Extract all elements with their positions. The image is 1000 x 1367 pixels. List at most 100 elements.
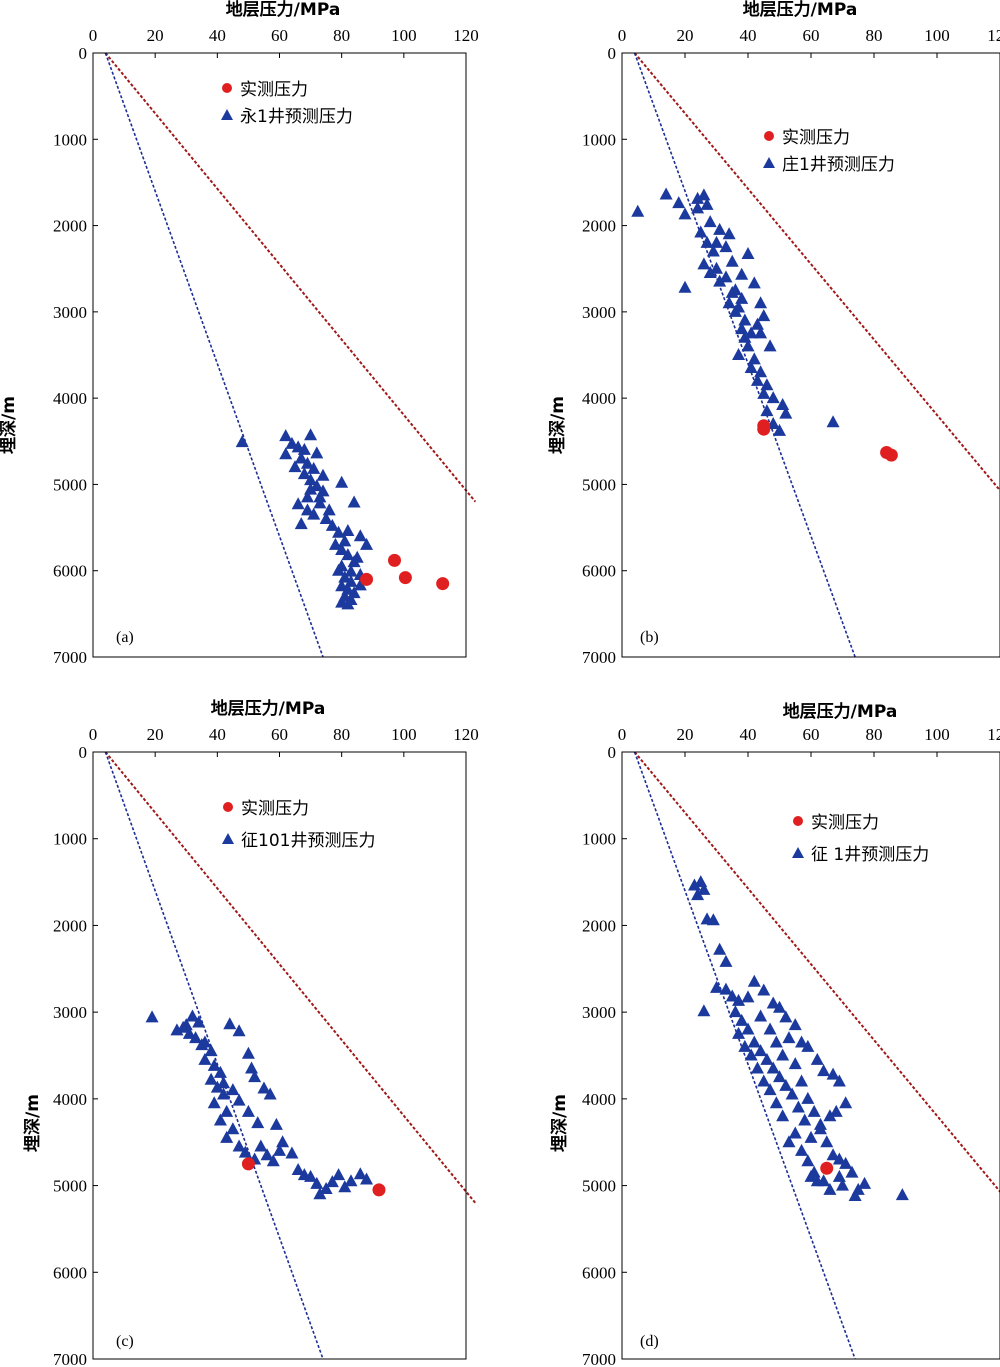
predicted-pressure-point: [341, 548, 355, 561]
legend-circle-marker: [223, 802, 233, 812]
predicted-pressure-point: [294, 517, 308, 530]
y-tick-label: 3000: [53, 303, 87, 322]
x-tick-label: 60: [271, 26, 288, 45]
predicted-pressure-point: [182, 1026, 196, 1039]
y-tick-label: 0: [608, 743, 617, 762]
predicted-pressure-point: [291, 1162, 305, 1175]
predicted-pressure-point: [810, 1052, 824, 1065]
predicted-pressure-point: [360, 1172, 374, 1185]
panel-label: (a): [116, 629, 134, 646]
y-tick-label: 1000: [53, 130, 87, 149]
predicted-pressure-point: [757, 309, 771, 322]
predicted-pressure-point: [747, 352, 761, 365]
data-marks: [145, 1009, 386, 1200]
plot-frame: [92, 52, 467, 658]
predicted-pressure-point: [801, 1091, 815, 1104]
y-tick-label: 7000: [53, 648, 87, 667]
predicted-pressure-point: [735, 267, 749, 280]
predicted-pressure-point: [706, 244, 720, 257]
reference-line-red: [104, 751, 477, 1204]
predicted-pressure-point: [328, 537, 342, 550]
predicted-pressure-point: [294, 451, 308, 464]
x-tick-label: 60: [803, 26, 820, 45]
y-axis-title: 埋深/m: [547, 396, 568, 454]
predicted-pressure-point: [754, 296, 768, 309]
x-tick-label: 80: [333, 26, 350, 45]
x-tick-label: 60: [803, 725, 820, 744]
legend-circle-marker: [764, 131, 774, 141]
predicted-pressure-point: [353, 578, 367, 591]
reference-line-red: [633, 52, 1000, 492]
predicted-pressure-point: [804, 1169, 818, 1182]
legend-entry-measured: 实测压力: [241, 799, 309, 819]
y-tick-label: 6000: [582, 562, 616, 581]
measured-pressure-point: [388, 553, 402, 567]
predicted-pressure-point: [703, 215, 717, 228]
predicted-pressure-point: [223, 1017, 237, 1030]
axis-ticks: 0 20 40 60 80 100 120 0 1000 2000 3000 4000 5000 6000…: [53, 725, 479, 1367]
predicted-pressure-point: [207, 1096, 221, 1109]
x-tick-label: 0: [618, 725, 627, 744]
data-marks: [687, 875, 909, 1201]
predicted-pressure-point: [687, 878, 701, 891]
predicted-pressure-point: [213, 1065, 227, 1078]
panel-b: 地层压力/MPa 埋深/m 0 20 40 60 80 100 120 0 1000 2000 30…: [547, 0, 1000, 667]
predicted-pressure-point: [672, 196, 686, 209]
x-tick-label: 20: [677, 725, 694, 744]
predicted-pressure-point: [257, 1081, 271, 1094]
predicted-pressure-point: [732, 348, 746, 360]
predicted-pressure-point: [248, 1070, 262, 1083]
predicted-pressure-point: [659, 187, 673, 200]
predicted-pressure-point: [722, 227, 736, 240]
panel-a: 地层压力/MPa 埋深/m 0 20 40 60 80 100 120 0 1000 2000 30…: [0, 0, 479, 667]
x-tick-label: 20: [147, 725, 164, 744]
predicted-pressure-point: [760, 404, 774, 417]
predicted-pressure-point: [848, 1188, 862, 1201]
predicted-pressure-point: [744, 1048, 758, 1061]
predicted-pressure-point: [782, 1031, 796, 1044]
predicted-pressure-point: [788, 1057, 802, 1070]
measured-pressure-point: [241, 1157, 255, 1171]
predicted-pressure-point: [217, 1076, 231, 1089]
predicted-pressure-point: [832, 1074, 846, 1087]
predicted-pressure-point: [750, 373, 764, 386]
predicted-pressure-point: [304, 473, 318, 486]
y-tick-label: 1000: [582, 130, 616, 149]
predicted-pressure-point: [251, 1116, 265, 1129]
predicted-pressure-point: [313, 1187, 327, 1200]
predicted-pressure-point: [344, 1174, 358, 1187]
predicted-pressure-point: [766, 391, 780, 404]
predicted-pressure-point: [300, 490, 314, 503]
predicted-pressure-point: [773, 1070, 786, 1083]
predicted-pressure-point: [801, 1154, 815, 1167]
predicted-pressure-point: [769, 1035, 783, 1048]
predicted-pressure-point: [217, 1087, 231, 1100]
predicted-pressure-point: [817, 1064, 831, 1077]
predicted-pressure-point: [741, 1022, 755, 1035]
legend-entry-measured: 实测压力: [240, 80, 308, 100]
predicted-pressure-point: [779, 1010, 793, 1023]
predicted-pressure-point: [782, 1135, 796, 1148]
y-tick-label: 7000: [53, 1350, 87, 1367]
predicted-pressure-point: [769, 1096, 783, 1109]
predicted-pressure-point: [798, 1113, 812, 1126]
predicted-pressure-point: [836, 1178, 849, 1191]
predicted-pressure-point: [198, 1035, 212, 1048]
predicted-pressure-point: [713, 222, 727, 235]
y-tick-label: 5000: [582, 1177, 616, 1196]
predicted-pressure-point: [335, 475, 349, 488]
reference-lines: [633, 52, 1000, 658]
predicted-pressure-point: [694, 225, 708, 238]
predicted-pressure-point: [338, 1180, 352, 1193]
predicted-pressure-point: [735, 322, 749, 335]
predicted-pressure-point: [189, 1031, 203, 1044]
y-tick-label: 2000: [582, 916, 616, 935]
predicted-pressure-point: [779, 1078, 793, 1091]
predicted-pressure-point: [213, 1113, 227, 1126]
predicted-pressure-point: [795, 1074, 809, 1087]
panel-label: (b): [640, 629, 659, 646]
predicted-pressure-point: [691, 201, 705, 214]
reference-line-blue: [633, 52, 856, 658]
legend-entry-predicted: 永1井预测压力: [240, 107, 353, 127]
predicted-pressure-point: [210, 1080, 224, 1093]
